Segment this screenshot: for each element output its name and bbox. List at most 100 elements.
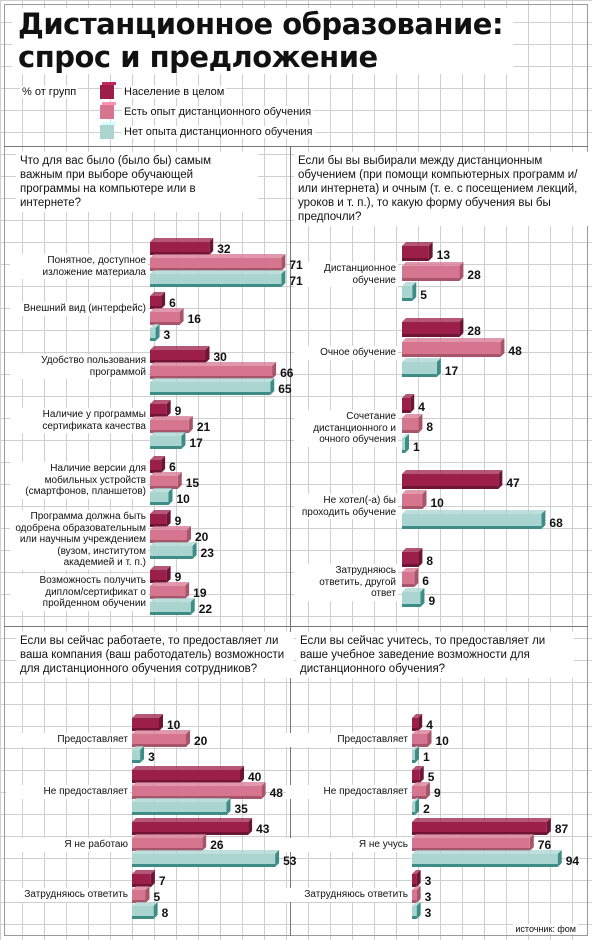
chart3-bar-side (145, 886, 150, 903)
chart1-bar (150, 366, 273, 379)
chart4-bar-shadow (412, 848, 530, 851)
chart4-value-label: 10 (436, 734, 450, 748)
chart4-bar-shadow (412, 884, 417, 887)
chart3-bar-shadow (132, 780, 240, 783)
chart2-bar-side (420, 588, 425, 607)
chart4-bar (412, 786, 426, 799)
chart2-bar-shadow (402, 278, 460, 281)
chart4-bar (412, 802, 416, 815)
legend-swatch-population (100, 85, 114, 99)
chart2-bar-top (402, 510, 546, 514)
chart3-bar-top (132, 834, 207, 838)
chart3-value-label: 3 (148, 750, 155, 764)
chart4-bar-top (412, 818, 551, 822)
chart1-bar (150, 436, 182, 449)
chart4-bar-shadow (412, 728, 419, 731)
chart2-bar-side (459, 262, 464, 281)
chart2-bar-top (402, 394, 415, 398)
chart4-bar-shadow (412, 832, 547, 835)
chart3-bar-side (186, 730, 190, 747)
chart3-bar-side (261, 782, 266, 799)
chart4-value-label: 94 (566, 854, 580, 868)
chart2-bar-shadow (402, 258, 429, 261)
chart1-bar (150, 350, 206, 363)
chart3-bar-side (150, 870, 155, 887)
chart2-bar-side (459, 318, 464, 337)
chart2-bar-top (402, 242, 433, 246)
chart4-bar (412, 890, 417, 903)
chart4-bar-side (416, 870, 421, 887)
chart1-bar (150, 570, 167, 583)
chart1-category-label: Удобство пользования программой (10, 354, 148, 379)
chart4-bar-shadow (412, 796, 426, 799)
chart2-category-label: Затрудняюсь ответить, другой ответ (294, 564, 398, 601)
chart1-bar-top (150, 566, 171, 570)
chart3-bar-top (132, 870, 155, 874)
chart1-bar-shadow (150, 338, 156, 341)
chart1-bar-shadow (150, 360, 206, 363)
chart1-bar-top (150, 254, 286, 258)
chart3-bar (132, 802, 227, 815)
chart3-bar-side (240, 766, 244, 783)
chart1-value-label: 30 (214, 350, 228, 364)
legend-item: Нет опыта дистанционного обучения (100, 122, 315, 142)
chart3-bar-top (132, 746, 145, 750)
chart1-category-label: Понятное, доступное изложение материала (10, 254, 148, 279)
chart3-category-label: Я не работаю (6, 838, 130, 852)
chart1-bar-top (150, 598, 195, 602)
chart3-bar (132, 854, 276, 867)
chart3-bar-top (132, 902, 158, 906)
chart1-category-label: Программа должна быть одобрена образоват… (10, 510, 148, 570)
chart3-bar-shadow (132, 812, 227, 815)
chart1-bar-shadow (150, 430, 189, 433)
chart3-value-label: 48 (270, 786, 284, 800)
chart2-bar-side (418, 548, 423, 567)
chart1-bar-top (150, 270, 286, 274)
chart2-bar-shadow (402, 450, 405, 453)
chart1-bar-side (177, 472, 182, 489)
chart2-bar (402, 362, 437, 377)
chart1-bar (150, 460, 162, 473)
chart4-bar (412, 874, 417, 887)
chart2-bar-shadow (402, 486, 499, 489)
chart1-value-label: 6 (169, 296, 176, 310)
chart3-bar (132, 890, 146, 903)
chart2-category-label: Очное обучение (294, 346, 398, 360)
chart3-category-label: Не предоставляет (6, 785, 130, 799)
chart1-bar-top (150, 488, 173, 492)
chart2-bar-side (410, 394, 415, 413)
title-line-1: Дистанционное образование: (18, 7, 504, 41)
chart3-value-label: 26 (210, 838, 224, 852)
chart1-bar-side (192, 542, 197, 559)
chart4-bar-top (412, 714, 423, 718)
chart1-bar-shadow (150, 612, 191, 615)
chart3-bar-shadow (132, 916, 154, 919)
chart4-bar-top (412, 902, 421, 906)
chart1-bar-shadow (150, 376, 273, 379)
chart4-value-label: 3 (425, 874, 432, 888)
chart3-bar-top (132, 730, 190, 734)
chart1-bar-shadow (150, 486, 178, 489)
chart2-bar-side (405, 434, 409, 453)
chart2-bar (402, 286, 413, 301)
chart1-value-label: 23 (201, 546, 215, 560)
chart3-bar-shadow (132, 832, 249, 835)
chart4-bar-top (412, 850, 562, 854)
chart4-bar (412, 750, 415, 763)
chart1-value-label: 19 (193, 586, 207, 600)
chart1-bar-top (150, 238, 214, 242)
chart2-bar-top (402, 414, 423, 418)
chart1-value-label: 65 (278, 382, 292, 396)
chart2-bar (402, 514, 542, 529)
chart1-bar (150, 476, 178, 489)
chart1-bar-side (190, 598, 195, 615)
chart1-bar-side (166, 510, 171, 527)
chart2-bar-top (402, 262, 464, 266)
chart2-bar-side (422, 490, 427, 509)
chart2-value-label: 9 (428, 594, 435, 608)
chart4-bar-side (415, 746, 419, 763)
chart2-value-label: 47 (506, 476, 520, 490)
chart1-bar-side (281, 270, 286, 287)
chart3-bar-side (202, 834, 207, 851)
